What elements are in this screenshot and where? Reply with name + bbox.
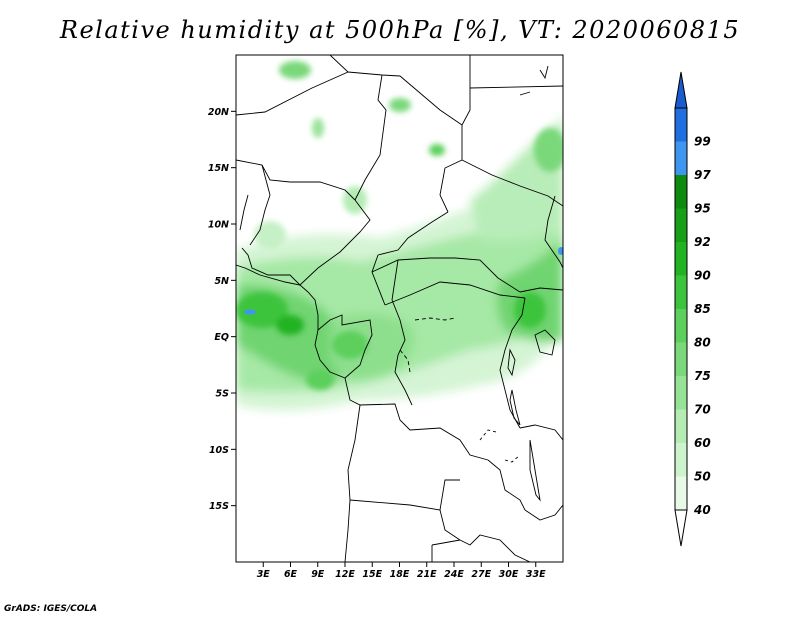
lon-tick-label: 3E xyxy=(257,569,271,580)
lat-tick-label: 10S xyxy=(209,445,229,456)
lon-tick-label: 15E xyxy=(362,569,382,580)
lon-tick-label: 27E xyxy=(471,569,491,580)
colorbar-frame xyxy=(674,107,688,511)
humidity-core-west xyxy=(276,315,304,335)
colorbar-swatch xyxy=(675,342,687,376)
humidity-patch-n3 xyxy=(429,144,445,156)
colorbar-swatch xyxy=(675,108,687,142)
colorbar-bottom-arrow xyxy=(674,509,688,547)
colorbar-label: 99 xyxy=(694,135,711,149)
lat-tick-label: 5S xyxy=(216,389,230,400)
lat-tick-label: 5N xyxy=(214,276,229,287)
humidity-core-congo xyxy=(332,331,368,359)
humidity-patch-n6 xyxy=(254,221,286,249)
humidity-core-east xyxy=(514,292,546,328)
colorbar-swatch xyxy=(675,309,687,343)
colorbar-label: 95 xyxy=(694,202,711,216)
humidity-field xyxy=(236,55,563,562)
humidity-region-strong-east xyxy=(496,240,563,342)
credit-label: GrADS: IGES/COLA xyxy=(4,604,98,614)
colorbar-label: 50 xyxy=(694,470,711,484)
humidity-region-central xyxy=(330,313,414,380)
colorbar-swatch xyxy=(675,141,687,175)
lat-tick-label: EQ xyxy=(214,332,229,343)
colorbar-label: 60 xyxy=(694,436,711,450)
lat-tick-label: 10N xyxy=(208,220,229,231)
humidity-patch-n4 xyxy=(312,118,324,138)
lon-tick-label: 12E xyxy=(335,569,355,580)
colorbar-label: 75 xyxy=(694,369,711,383)
lon-tick-label: 21E xyxy=(417,569,437,580)
lon-tick-label: 30E xyxy=(499,569,519,580)
latitude-axis: 20N 15N 10N 5N EQ 5S 10S 15S xyxy=(208,107,236,512)
colorbar-swatch xyxy=(675,175,687,209)
humidity-core-ne xyxy=(534,128,563,172)
chart-title: Relative humidity at 500hPa [%], VT: 202… xyxy=(59,16,741,44)
lon-tick-label: 33E xyxy=(526,569,546,580)
longitude-axis: 3E 6E 9E 12E 15E 18E 21E 24E 27E 30E 33E xyxy=(257,562,546,580)
lon-tick-label: 18E xyxy=(390,569,410,580)
humidity-spot-97b xyxy=(558,247,563,255)
colorbar-label: 90 xyxy=(694,269,711,283)
colorbar-top-arrow xyxy=(674,71,688,109)
lon-tick-label: 24E xyxy=(444,569,464,580)
colorbar-swatch xyxy=(675,409,687,443)
country-borders xyxy=(236,55,563,562)
colorbar-swatch xyxy=(675,376,687,410)
colorbar-label: 85 xyxy=(694,302,711,316)
humidity-spot-97a xyxy=(244,309,256,315)
colorbar-swatch xyxy=(675,275,687,309)
lon-tick-label: 9E xyxy=(311,569,325,580)
colorbar-label: 70 xyxy=(694,403,711,417)
humidity-core-gulf xyxy=(236,292,288,328)
lat-tick-label: 20N xyxy=(208,107,229,118)
colorbar-swatch xyxy=(675,476,687,510)
humidity-patch-n1 xyxy=(279,61,311,79)
lon-tick-label: 6E xyxy=(284,569,298,580)
colorbar-label: 97 xyxy=(694,168,711,182)
lat-tick-label: 15S xyxy=(209,501,229,512)
colorbar-swatch xyxy=(675,242,687,276)
colorbar-swatch xyxy=(675,443,687,477)
colorbar: 40 50 60 70 75 80 85 90 92 95 97 99 xyxy=(674,71,711,547)
colorbar-label: 80 xyxy=(694,336,711,350)
colorbar-label: 40 xyxy=(693,503,711,517)
lat-tick-label: 15N xyxy=(208,163,229,174)
humidity-patch-s1 xyxy=(306,370,334,390)
humidity-patch-n2 xyxy=(389,98,411,112)
colorbar-label: 92 xyxy=(694,235,711,249)
colorbar-swatch xyxy=(675,208,687,242)
